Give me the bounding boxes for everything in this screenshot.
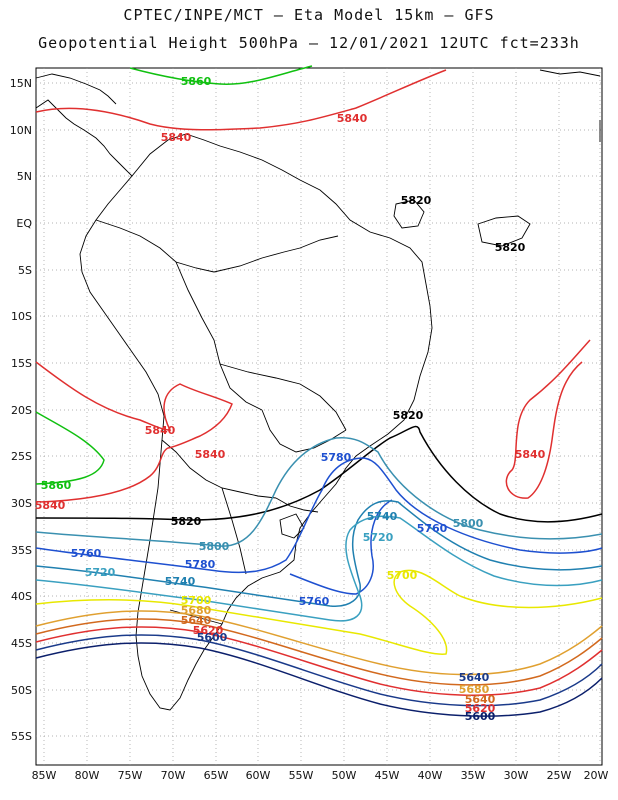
- contour-label: 5600: [197, 631, 228, 644]
- contour-label: 5680: [459, 683, 490, 696]
- contour-label: 5800: [199, 540, 230, 553]
- contour-label: 5820: [401, 194, 432, 207]
- contour-lines: [35, 65, 603, 717]
- lat-label: 30S: [11, 497, 32, 510]
- lat-label: 15N: [10, 77, 32, 90]
- contour-line: [35, 457, 603, 574]
- lon-label: 70W: [161, 769, 186, 782]
- contour-label: 5640: [465, 693, 496, 706]
- lon-label: 30W: [504, 769, 529, 782]
- lon-label: 80W: [75, 769, 100, 782]
- contour-line: [289, 499, 393, 595]
- contour-line: [35, 69, 447, 131]
- contour-label: 5620: [465, 702, 496, 715]
- contour-label: 5740: [165, 575, 196, 588]
- contour-label: 5720: [363, 531, 394, 544]
- contour-line: [35, 610, 603, 676]
- contour-label: 5640: [459, 671, 490, 684]
- contour-label: 5840: [35, 499, 66, 512]
- contour-label: 5760: [417, 522, 448, 535]
- contour-line: [35, 515, 603, 622]
- contour-line: [35, 425, 603, 523]
- lon-label: 20W: [584, 769, 609, 782]
- lon-label: 60W: [246, 769, 271, 782]
- lat-label: 15S: [11, 357, 32, 370]
- contour-line: [35, 618, 603, 686]
- contour-line: [35, 642, 603, 717]
- contour-line: [35, 634, 603, 707]
- lat-label: 50S: [11, 684, 32, 697]
- contour-label: 5820: [171, 515, 202, 528]
- contour-label: 5740: [367, 510, 398, 523]
- lat-label: 10S: [11, 310, 32, 323]
- lon-label: 50W: [332, 769, 357, 782]
- contour-line: [35, 500, 603, 607]
- lon-label: 35W: [461, 769, 486, 782]
- contour-label: 5820: [495, 241, 526, 254]
- contour-label: 5760: [299, 595, 330, 608]
- graticule: [36, 68, 602, 765]
- contour-label: 5800: [453, 517, 484, 530]
- contour-label: 5720: [85, 566, 116, 579]
- lat-label: 40S: [11, 590, 32, 603]
- contour-line: [35, 436, 603, 547]
- contour-label: 5680: [181, 604, 212, 617]
- contour-label: 5780: [321, 451, 352, 464]
- lat-label: EQ: [16, 217, 32, 230]
- contour-label: 5600: [465, 710, 496, 723]
- lon-label: 65W: [204, 769, 229, 782]
- contour-line: [35, 569, 603, 655]
- contour-label: 5840: [337, 112, 368, 125]
- map-frame: [35, 67, 603, 766]
- map-title-line-1: CPTEC/INPE/MCT – Eta Model 15km – GFS: [123, 6, 495, 24]
- lat-label: 10N: [10, 124, 32, 137]
- contour-label: 5620: [193, 624, 224, 637]
- contour-label: 5760: [71, 547, 102, 560]
- contour-line: [505, 339, 591, 499]
- contour-label: 5860: [41, 479, 72, 492]
- lon-label: 25W: [547, 769, 572, 782]
- contour-label: 5700: [181, 594, 212, 607]
- map-title-line-2: Geopotential Height 500hPa – 12/01/2021 …: [38, 34, 580, 52]
- lat-label: 20S: [11, 404, 32, 417]
- lon-label: 75W: [118, 769, 143, 782]
- contour-line: [35, 411, 105, 485]
- contour-label: 5780: [185, 558, 216, 571]
- contour-line: [35, 361, 233, 503]
- lon-label: 55W: [289, 769, 314, 782]
- contour-label: 5840: [145, 424, 176, 437]
- contour-label: 5840: [161, 131, 192, 144]
- contour-label: 5820: [393, 409, 424, 422]
- lat-label: 35S: [11, 544, 32, 557]
- contour-line: [129, 65, 313, 85]
- contour-label: 5640: [181, 614, 212, 627]
- lat-label: 55S: [11, 730, 32, 743]
- contour-line: [35, 626, 603, 696]
- lon-label: 45W: [375, 769, 400, 782]
- lon-label: 40W: [418, 769, 443, 782]
- lat-label: 45S: [11, 637, 32, 650]
- contour-label: 5860: [181, 75, 212, 88]
- contour-label: 5840: [195, 448, 226, 461]
- lat-label: 25S: [11, 450, 32, 463]
- lat-label: 5S: [18, 264, 32, 277]
- contour-label: 5700: [387, 569, 418, 582]
- lon-label: 85W: [32, 769, 57, 782]
- lat-label: 5N: [17, 170, 32, 183]
- contour-label: 5840: [515, 448, 546, 461]
